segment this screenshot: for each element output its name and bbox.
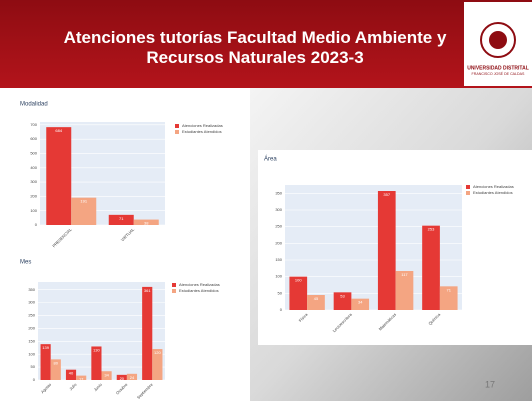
legend-swatch xyxy=(175,124,179,128)
value-label: 191 xyxy=(80,199,87,204)
value-label: 357 xyxy=(383,192,390,197)
x-tick-label: Física xyxy=(298,311,310,323)
bar xyxy=(71,197,97,225)
legend-label: Atenciones Realizadas xyxy=(473,184,514,189)
value-label: 117 xyxy=(401,272,408,277)
value-label: 100 xyxy=(295,278,302,283)
chart-title: Área xyxy=(264,156,277,163)
chart-title: Modalidad xyxy=(20,102,48,108)
value-label: 253 xyxy=(428,227,435,232)
bar xyxy=(377,191,396,310)
y-tick-label: 200 xyxy=(28,325,35,330)
legend-swatch xyxy=(172,289,176,293)
bar xyxy=(101,371,112,380)
y-tick-label: 0 xyxy=(33,377,36,382)
value-label: 40 xyxy=(69,371,74,376)
bar xyxy=(351,298,370,310)
y-tick-label: 250 xyxy=(275,224,282,229)
value-label: 24 xyxy=(130,375,135,380)
value-label: 17 xyxy=(79,377,84,382)
value-label: 120 xyxy=(154,350,161,355)
bar xyxy=(126,373,138,380)
legend-swatch xyxy=(172,283,176,287)
bar xyxy=(307,295,325,310)
y-tick-label: 50 xyxy=(278,290,283,295)
header-band xyxy=(0,0,532,88)
y-tick-label: 100 xyxy=(275,274,282,279)
page-number: 17 xyxy=(485,379,495,389)
x-tick-label: Julio xyxy=(68,381,78,391)
y-tick-label: 500 xyxy=(30,151,37,156)
y-tick-label: 400 xyxy=(30,165,37,170)
value-label: 53 xyxy=(340,293,345,298)
y-tick-label: 600 xyxy=(30,136,37,141)
value-label: 71 xyxy=(119,216,124,221)
x-tick-label: Junio xyxy=(93,381,104,392)
bar xyxy=(152,349,163,380)
bar xyxy=(395,271,414,310)
bar xyxy=(91,346,102,380)
value-label: 45 xyxy=(314,296,319,301)
bar xyxy=(40,344,51,380)
y-tick-label: 350 xyxy=(275,190,282,195)
bar xyxy=(65,369,77,380)
slide-title: Atenciones tutorías Facultad Medio Ambie… xyxy=(63,28,447,67)
y-tick-label: 150 xyxy=(275,257,282,262)
bar xyxy=(289,276,308,310)
y-tick-label: 200 xyxy=(275,240,282,245)
bar xyxy=(108,214,134,225)
value-label: 684 xyxy=(55,128,62,133)
legend-swatch xyxy=(466,185,470,189)
y-tick-label: 300 xyxy=(28,300,35,305)
y-tick-label: 150 xyxy=(28,338,35,343)
bar xyxy=(116,374,127,380)
y-tick-label: 0 xyxy=(35,222,38,227)
y-tick-label: 100 xyxy=(30,208,37,213)
y-tick-label: 300 xyxy=(30,179,37,184)
value-label: 38 xyxy=(144,221,149,226)
y-tick-label: 300 xyxy=(275,207,282,212)
value-label: 130 xyxy=(93,348,100,353)
bar xyxy=(422,225,440,310)
legend-swatch xyxy=(175,130,179,134)
legend-label: Atenciones Realizadas xyxy=(179,282,220,287)
chart-title: Mes xyxy=(20,260,31,266)
logo-core xyxy=(489,31,507,49)
y-tick-label: 250 xyxy=(28,313,35,318)
value-label: 34 xyxy=(358,300,363,305)
bar xyxy=(142,286,153,380)
bar xyxy=(46,127,72,225)
y-tick-label: 100 xyxy=(28,351,35,356)
bar xyxy=(439,286,458,310)
value-label: 139 xyxy=(42,345,49,350)
bar xyxy=(50,359,61,380)
y-tick-label: 50 xyxy=(31,364,36,369)
legend-label: Atenciones Realizadas xyxy=(182,123,223,128)
legend-label: Estudiantes Atendidos xyxy=(473,190,513,195)
legend-label: Estudiantes Atendidos xyxy=(179,288,219,293)
bar xyxy=(133,219,159,225)
value-label: 361 xyxy=(144,288,151,293)
value-label: 71 xyxy=(446,287,451,292)
legend-swatch xyxy=(466,191,470,195)
logo-text: UNIVERSIDAD DISTRITAL xyxy=(467,65,529,71)
value-label: 34 xyxy=(104,372,109,377)
y-tick-label: 700 xyxy=(30,122,37,127)
legend-label: Estudiantes Atendidos xyxy=(182,129,222,134)
y-tick-label: 350 xyxy=(28,287,35,292)
y-tick-label: 0 xyxy=(280,307,283,312)
logo-text: FRANCISCO JOSÉ DE CALDAS xyxy=(472,71,526,76)
bar xyxy=(76,375,87,380)
value-label: 80 xyxy=(54,360,59,365)
bar xyxy=(333,292,352,310)
y-tick-label: 200 xyxy=(30,193,37,198)
value-label: 20 xyxy=(120,376,125,381)
